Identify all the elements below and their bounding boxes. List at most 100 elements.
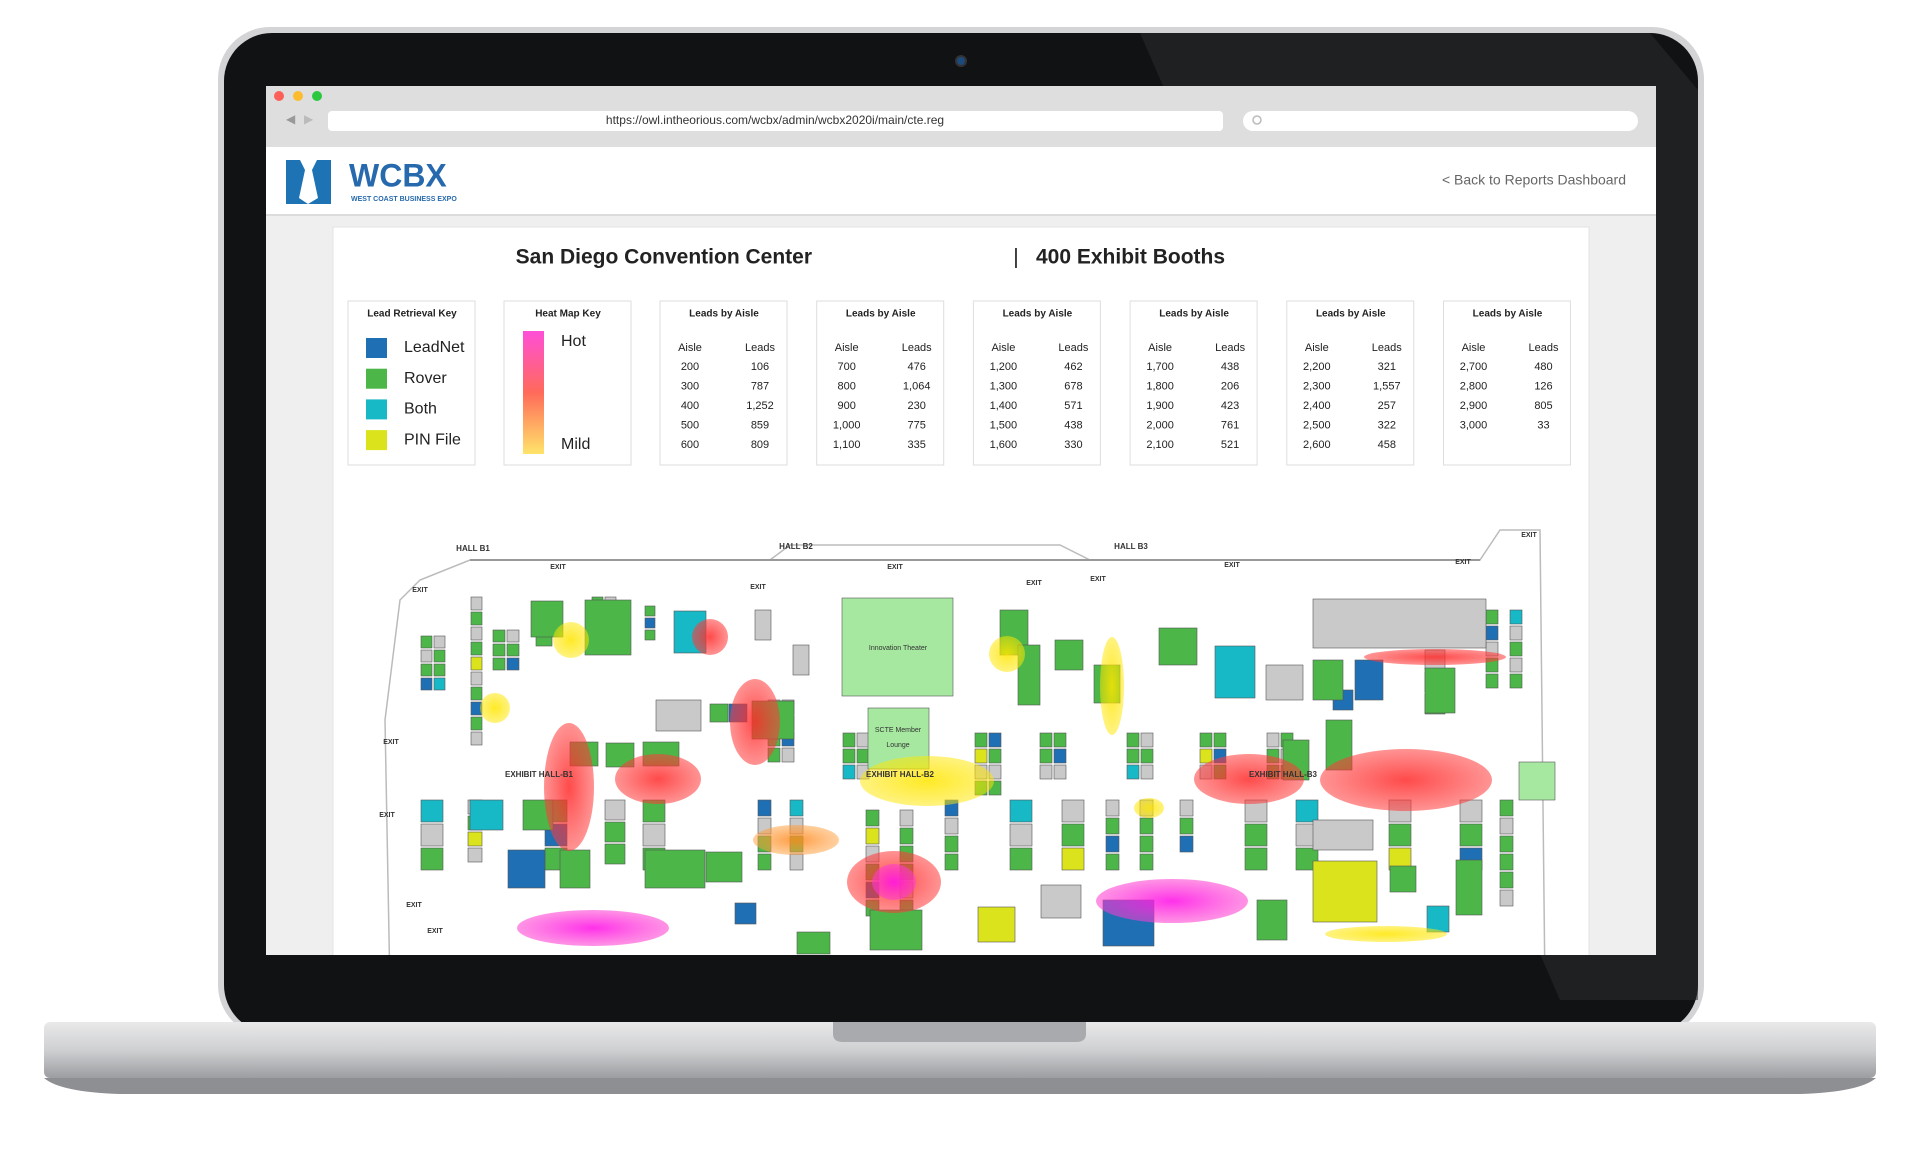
aisle-table-cell: 33 (1537, 419, 1549, 431)
booth (899, 827, 914, 845)
aisle-table-cell: 1,064 (903, 380, 931, 392)
aisle-table-header: Aisle (678, 342, 702, 354)
heat-spot (544, 723, 594, 851)
booth (470, 611, 483, 626)
booth (988, 732, 1002, 748)
exit-label: EXIT (887, 564, 903, 571)
exit-label: EXIT (406, 902, 422, 909)
logo-tie (299, 160, 318, 204)
booth (1105, 799, 1120, 817)
booth (1312, 659, 1344, 701)
booth (506, 657, 520, 671)
booth (492, 657, 506, 671)
booth (709, 703, 729, 723)
booth (1139, 853, 1154, 871)
minimize-dot[interactable] (293, 91, 303, 101)
aisle-table-cell: 476 (908, 361, 926, 373)
booth (1009, 799, 1033, 823)
booth (1388, 823, 1412, 847)
aisle-table-cell: 571 (1064, 400, 1082, 412)
exit-label: EXIT (1090, 576, 1106, 583)
aisle-table-cell: 3,000 (1460, 419, 1488, 431)
aisle-table-cell: 321 (1378, 361, 1396, 373)
aisle-table-title: Leads by Aisle (1316, 309, 1386, 320)
booth (1139, 817, 1154, 835)
url-bar[interactable] (328, 111, 1223, 131)
booth (1244, 847, 1268, 871)
aisle-table-header: Leads (745, 342, 775, 354)
aisle-table-cell: 1,700 (1146, 361, 1174, 373)
aisle-table-header: Aisle (835, 342, 859, 354)
nav-back[interactable]: ◀ (286, 112, 296, 126)
exit-label: EXIT (383, 739, 399, 746)
aisle-table-header: Aisle (1305, 342, 1329, 354)
booth (1295, 847, 1319, 871)
booth (1105, 853, 1120, 871)
booth (420, 823, 444, 847)
heat-key-mild: Mild (561, 436, 590, 453)
exit-label: EXIT (427, 928, 443, 935)
aisle-table-cell: 1,400 (990, 400, 1018, 412)
booth (1499, 853, 1514, 871)
booth (757, 799, 772, 817)
aisle-table-cell: 2,900 (1460, 400, 1488, 412)
nav-forward[interactable]: ▶ (304, 112, 314, 126)
booth (1509, 641, 1523, 657)
booth (1509, 673, 1523, 689)
back-link[interactable]: < Back to Reports Dashboard (1442, 172, 1626, 188)
booth (1179, 799, 1194, 817)
booth (1126, 732, 1140, 748)
booth (1459, 823, 1483, 847)
lead-key-label: PIN File (404, 431, 461, 448)
booth (796, 931, 831, 955)
booth (584, 599, 632, 656)
booth (1244, 823, 1268, 847)
booth (433, 649, 446, 663)
aisle-table-cell: 809 (751, 439, 769, 451)
aisle-table-cell: 678 (1064, 380, 1082, 392)
booth (781, 747, 795, 763)
aisle-table-cell: 230 (908, 400, 926, 412)
booth (1312, 860, 1378, 923)
aisle-table-box (972, 300, 1101, 466)
search-bar[interactable] (1243, 111, 1638, 131)
report-title-booths: 400 Exhibit Booths (1036, 246, 1225, 269)
aisle-table-header: Leads (1215, 342, 1245, 354)
aisle-table-cell: 335 (908, 439, 926, 451)
booth (469, 799, 504, 831)
close-dot[interactable] (274, 91, 284, 101)
aisle-table-cell: 2,700 (1460, 361, 1488, 373)
lounge-label: Lounge (886, 742, 909, 749)
aisle-table-box (816, 300, 945, 466)
booth (974, 748, 988, 764)
booth (944, 853, 959, 871)
lead-key-swatch (366, 399, 387, 420)
maximize-dot[interactable] (312, 91, 322, 101)
booth (1499, 871, 1514, 889)
aisle-table-cell: 521 (1221, 439, 1239, 451)
floor-plan: Innovation Theater SCTE Member Lounge HALL … (379, 529, 1556, 955)
booth (977, 906, 1016, 943)
booth (842, 732, 856, 748)
logo-tagline: WEST COAST BUSINESS EXPO (351, 196, 457, 203)
booth (757, 853, 772, 871)
aisle-table-cell: 2,400 (1303, 400, 1331, 412)
booth (1485, 673, 1499, 689)
aisle-table-cell: 322 (1378, 419, 1396, 431)
heat-spot (1194, 754, 1304, 804)
logo-text: WCBX (349, 157, 447, 193)
innovation-theater (841, 597, 954, 697)
aisle-table-cell: 800 (838, 380, 856, 392)
booth (1139, 835, 1154, 853)
booth (1214, 645, 1256, 699)
booth (1140, 764, 1154, 780)
exhibit-hall-label: EXHIBIT HALL-B1 (505, 770, 574, 779)
aisle-table-cell: 400 (681, 400, 699, 412)
heat-key-gradient (523, 331, 544, 454)
exhibit-hall-label: EXHIBIT HALL-B3 (1249, 770, 1318, 779)
booth (604, 799, 626, 821)
aisle-table-cell: 787 (751, 380, 769, 392)
aisle-table-header: Leads (1529, 342, 1559, 354)
report-title-separator: | (1013, 246, 1018, 269)
booth (1295, 799, 1319, 823)
